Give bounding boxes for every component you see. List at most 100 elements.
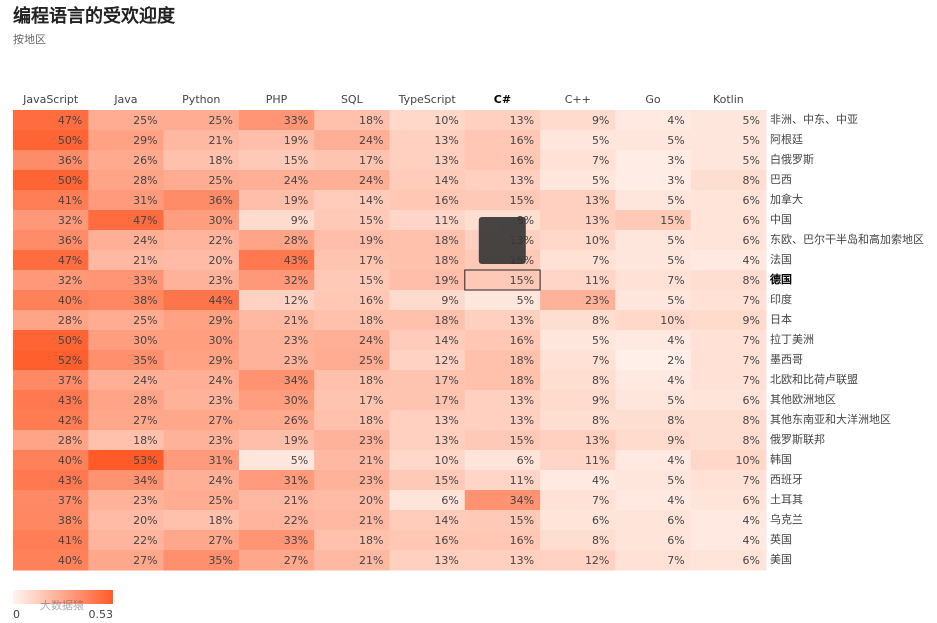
- heatmap-cell: [540, 390, 616, 411]
- cell-label: 53%: [133, 454, 157, 467]
- heatmap-cell: [314, 290, 390, 311]
- cell-label: 25%: [208, 114, 232, 127]
- heatmap-cell: [163, 370, 240, 391]
- heatmap-cell: [690, 110, 767, 131]
- cell-label: 11%: [510, 474, 534, 487]
- cell-label: 16%: [434, 194, 458, 207]
- cell-label: 50%: [58, 134, 82, 147]
- tooltip-value: 德国: [497, 219, 520, 233]
- heatmap-cell: [389, 130, 466, 151]
- cell-label: 28%: [133, 394, 157, 407]
- cell-label: 24%: [133, 234, 157, 247]
- cell-label: 14%: [434, 514, 458, 527]
- cell-label: 4%: [743, 534, 760, 547]
- heatmap-cell: [238, 370, 315, 391]
- heatmap-cell: [88, 430, 165, 451]
- cell-label: 41%: [58, 194, 82, 207]
- heatmap-cell: [389, 270, 466, 291]
- cell-label: 21%: [208, 134, 232, 147]
- cell-label: 27%: [284, 554, 308, 567]
- cell-label: 6%: [743, 194, 760, 207]
- heatmap-cell: [540, 330, 616, 351]
- heatmap-cell: [314, 530, 390, 551]
- heatmap-cell: [238, 510, 315, 531]
- heatmap-cell: [238, 390, 315, 411]
- heatmap-cell: [464, 510, 541, 531]
- cell-label: 12%: [585, 554, 609, 567]
- heatmap-cell: [13, 330, 89, 351]
- cell-label: 13%: [585, 214, 609, 227]
- heatmap-cell: [88, 250, 165, 271]
- cell-label: 43%: [58, 394, 82, 407]
- heatmap-cell: [690, 510, 767, 531]
- cell-label: 11%: [434, 214, 458, 227]
- cell-label: 29%: [133, 134, 157, 147]
- heatmap-cell: [690, 450, 767, 471]
- heatmap-cell: [615, 250, 692, 271]
- cell-label: 7%: [592, 354, 609, 367]
- cell-label: 9%: [743, 314, 760, 327]
- cell-label: 5%: [517, 294, 534, 307]
- heatmap-cell: [464, 270, 541, 291]
- cell-label: 13%: [434, 414, 458, 427]
- heatmap-cell: [389, 510, 466, 531]
- cell-label: 17%: [434, 394, 458, 407]
- heatmap-cell: [314, 410, 390, 431]
- heatmap-cell: [690, 290, 767, 311]
- cell-label: 25%: [133, 314, 157, 327]
- cell-label: 6%: [667, 514, 684, 527]
- heatmap-cell: [690, 330, 767, 351]
- cell-label: 35%: [133, 354, 157, 367]
- heatmap-cell: [88, 330, 165, 351]
- column-label: C#: [494, 93, 511, 106]
- heatmap-cell: [314, 110, 390, 131]
- cell-label: 17%: [359, 254, 383, 267]
- cell-label: 18%: [359, 374, 383, 387]
- cell-label: 13%: [434, 134, 458, 147]
- tooltip-key: 值: [484, 248, 495, 261]
- cell-label: 16%: [510, 154, 534, 167]
- cell-label: 47%: [58, 114, 82, 127]
- cell-label: 36%: [208, 194, 232, 207]
- cell-label: 25%: [133, 114, 157, 127]
- cell-label: 18%: [434, 314, 458, 327]
- cell-label: 36%: [58, 154, 82, 167]
- cell-label: 35%: [208, 554, 232, 567]
- cell-label: 17%: [359, 154, 383, 167]
- heatmap-cell: [163, 230, 240, 251]
- legend-tick-label: 0.53: [89, 608, 114, 621]
- heatmap-cell: [88, 150, 165, 171]
- heatmap-cell: [464, 470, 541, 491]
- heatmap-cell: [163, 150, 240, 171]
- heatmap-cell: [540, 190, 616, 211]
- heatmap-cell: [690, 130, 767, 151]
- heatmap-cell: [314, 470, 390, 491]
- cell-label: 18%: [359, 114, 383, 127]
- heatmap-cell: [314, 150, 390, 171]
- heatmap-cell: [690, 270, 767, 291]
- heatmap-cell: [690, 390, 767, 411]
- cell-label: 5%: [667, 394, 684, 407]
- cell-label: 23%: [208, 394, 232, 407]
- heatmap-cell: [464, 370, 541, 391]
- cell-label: 5%: [667, 254, 684, 267]
- cell-label: 5%: [743, 134, 760, 147]
- heatmap-cell: [464, 490, 541, 511]
- heatmap-cell: [690, 350, 767, 371]
- heatmap-cell: [314, 230, 390, 251]
- cell-label: 7%: [667, 554, 684, 567]
- column-label: JavaScript: [22, 93, 79, 106]
- heatmap-cell: [13, 530, 89, 551]
- cell-label: 19%: [284, 134, 308, 147]
- heatmap-cell: [88, 350, 165, 371]
- cell-label: 2%: [667, 354, 684, 367]
- cell-label: 31%: [284, 474, 308, 487]
- cell-label: 6%: [743, 394, 760, 407]
- heatmap-cell: [389, 390, 466, 411]
- cell-label: 32%: [58, 274, 82, 287]
- row-label: 德国: [769, 272, 792, 286]
- heatmap-cell: [163, 170, 240, 191]
- heatmap-cell: [464, 530, 541, 551]
- cell-label: 15%: [284, 154, 308, 167]
- row-label: 日本: [770, 312, 792, 326]
